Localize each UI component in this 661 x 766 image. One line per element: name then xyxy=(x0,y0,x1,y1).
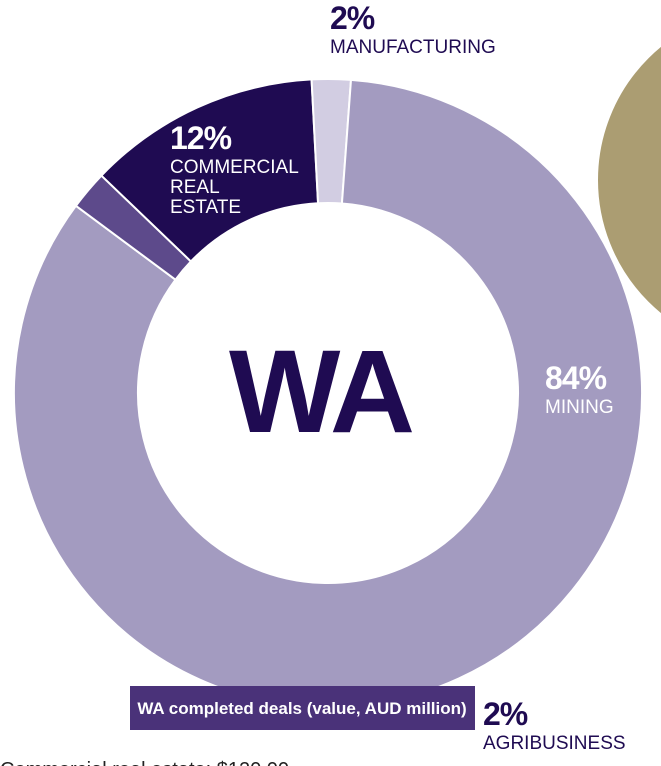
slice-value-label-box: 84% xyxy=(545,362,607,396)
donut-slice xyxy=(13,78,643,708)
slice-category-label-box: MINING xyxy=(545,398,614,418)
footnote: Commercial real estate: $120.00 xyxy=(0,759,289,766)
center-label: WA xyxy=(229,326,413,458)
slice-category-label: AGRIBUSINESS xyxy=(483,734,626,754)
slice-category-label: MANUFACTURING xyxy=(330,38,496,58)
decor-circle xyxy=(592,39,661,321)
caption: WA completed deals (value, AUD million) xyxy=(137,699,466,718)
slice-category-label: MINING xyxy=(545,398,614,418)
slice-value-label: 2% xyxy=(483,698,528,732)
slice-category-label-box: MANUFACTURING xyxy=(330,38,496,58)
slice-value-label: 12% xyxy=(170,122,232,156)
slice-value-label: 2% xyxy=(330,2,375,36)
slice-category-label-box: AGRIBUSINESS xyxy=(483,734,626,754)
slice-value-label-box: 2% xyxy=(330,2,375,36)
caption-box xyxy=(130,686,475,730)
slice-category-label: COMMERCIAL REAL ESTATE xyxy=(170,158,299,218)
slice-value-label-box: 2% xyxy=(483,698,528,732)
slice-value-label-box: 12% xyxy=(170,122,232,156)
slice-category-label-box: COMMERCIAL REAL ESTATE xyxy=(170,158,299,218)
donut-slice xyxy=(74,174,193,282)
slice-value-label: 84% xyxy=(545,362,607,396)
